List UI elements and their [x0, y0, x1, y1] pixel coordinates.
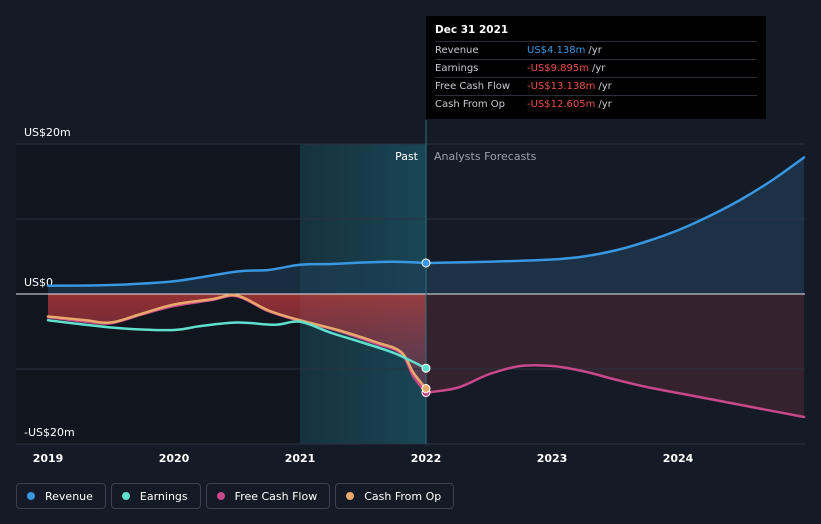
- revenue-line: [46, 260, 428, 287]
- cash-from-op-past-area: [48, 294, 426, 389]
- legend: Revenue Earnings Free Cash Flow Cash Fro…: [16, 483, 455, 509]
- tooltip-label: Earnings: [435, 63, 479, 74]
- y-tick-label: US$0: [24, 276, 53, 289]
- legend-label: Earnings: [139, 489, 188, 503]
- chart: US$20m US$0 -US$20m 2019 2020 2021 2022 2023 202…: [16, 120, 806, 465]
- free-cash-flow-forecast-line: [424, 363, 806, 419]
- tooltip-value: US$4.138m: [527, 45, 586, 56]
- past-label: Past: [395, 150, 419, 163]
- tooltip-label: Revenue: [435, 45, 479, 56]
- x-tick-label: 2024: [663, 452, 694, 465]
- legend-label: Cash From Op: [364, 489, 442, 503]
- earnings-line: [46, 319, 428, 370]
- revenue-forecast-line: [424, 156, 806, 265]
- legend-dot-icon: [121, 492, 130, 500]
- cash-from-op-line: [46, 293, 428, 390]
- tooltip-unit: /yr: [598, 81, 612, 92]
- x-tick-label: 2022: [411, 452, 442, 465]
- tooltip-row-revenue: Revenue US$4.138m /yr: [435, 41, 757, 59]
- tooltip-date: Dec 31 2021: [435, 24, 509, 36]
- tooltip-unit: /yr: [598, 99, 612, 110]
- legend-dot-icon: [216, 492, 225, 500]
- y-tick-label: US$20m: [24, 126, 71, 139]
- tooltip-label: Free Cash Flow: [435, 81, 511, 92]
- revenue-past-area: [48, 261, 426, 294]
- x-tick-label: 2019: [33, 452, 64, 465]
- x-tick-label: 2020: [159, 452, 190, 465]
- legend-item-cash-from-op[interactable]: Cash From Op: [335, 483, 455, 509]
- y-tick-label: -US$20m: [24, 426, 75, 439]
- tooltip-unit: /yr: [592, 63, 606, 74]
- x-tick-label: 2023: [537, 452, 568, 465]
- revenue-marker: [421, 258, 431, 268]
- legend-item-earnings[interactable]: Earnings: [110, 483, 201, 509]
- legend-dot-icon: [27, 492, 35, 500]
- legend-item-free-cash-flow[interactable]: Free Cash Flow: [205, 483, 331, 509]
- tooltip-row-cash-from-op: Cash From Op -US$12.605m /yr: [435, 95, 757, 113]
- tooltip-row-free-cash-flow: Free Cash Flow -US$13.138m /yr: [435, 77, 757, 95]
- legend-label: Free Cash Flow: [234, 489, 318, 503]
- tooltip-value: -US$12.605m: [527, 99, 596, 110]
- legend-label: Revenue: [45, 489, 93, 503]
- x-tick-label: 2021: [285, 452, 316, 465]
- earnings-marker: [421, 363, 431, 373]
- free-cash-flow-forecast-area: [426, 294, 804, 417]
- tooltip-value: -US$13.138m: [527, 81, 596, 92]
- tooltip-unit: /yr: [588, 45, 602, 56]
- tooltip-row-earnings: Earnings -US$9.895m /yr: [435, 59, 757, 77]
- legend-item-revenue[interactable]: Revenue: [16, 483, 106, 509]
- tooltip: Dec 31 2021 Revenue US$4.138m /yr Earnin…: [426, 16, 766, 119]
- tooltip-value: -US$9.895m: [527, 63, 590, 74]
- tooltip-label: Cash From Op: [435, 99, 506, 110]
- cash-from-op-marker: [421, 384, 431, 394]
- revenue-forecast-area: [426, 157, 804, 294]
- legend-dot-icon: [346, 492, 355, 500]
- forecast-label: Analysts Forecasts: [434, 150, 537, 163]
